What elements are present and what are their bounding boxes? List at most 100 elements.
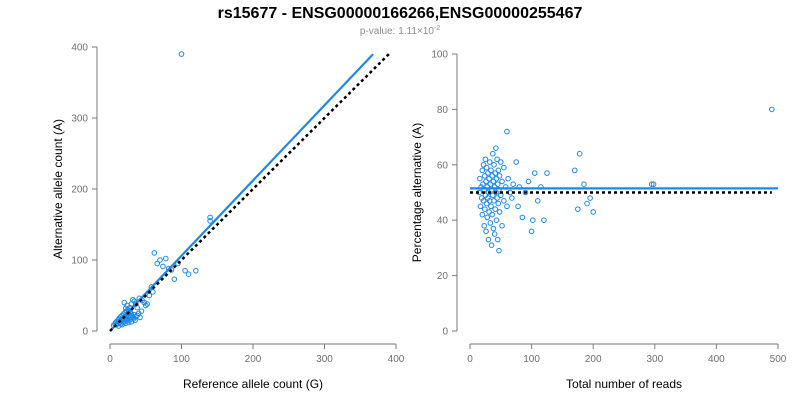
data-point — [481, 206, 488, 212]
chart-subtitle: p-value: 1.11×10-2 — [360, 25, 440, 37]
data-point — [648, 181, 655, 187]
data-point — [160, 263, 166, 270]
data-point — [483, 164, 490, 171]
data-point — [487, 181, 494, 187]
data-point — [142, 302, 149, 309]
data-point — [162, 255, 169, 262]
data-point — [576, 150, 583, 157]
data-point — [479, 167, 486, 174]
data-point — [207, 218, 213, 224]
data-point — [504, 128, 510, 135]
data-point — [494, 181, 501, 187]
x-tick-label: 200 — [585, 354, 602, 365]
data-point — [491, 231, 498, 237]
subtitle-prefix: p-value: 1.11×10 — [360, 26, 434, 37]
data-point — [491, 162, 497, 168]
data-point — [769, 106, 775, 113]
x-axis-label: Total number of reads — [566, 377, 682, 391]
data-point — [496, 173, 503, 179]
subtitle-exponent: -2 — [434, 25, 440, 32]
x-tick-label: 500 — [770, 354, 787, 365]
data-point — [480, 198, 487, 204]
data-point — [513, 159, 520, 165]
data-point — [482, 156, 489, 163]
data-point — [584, 200, 590, 207]
data-point — [121, 299, 128, 306]
fit-line — [109, 53, 374, 332]
data-point — [650, 181, 657, 187]
chart-title: rs15677 - ENSG00000166266,ENSG0000025546… — [218, 5, 583, 22]
data-point — [485, 236, 492, 243]
data-point — [477, 203, 484, 210]
data-point — [544, 170, 550, 176]
data-point — [481, 222, 487, 229]
data-point — [495, 200, 502, 207]
data-point — [493, 175, 500, 182]
data-point — [515, 203, 521, 210]
x-tick-label: 400 — [388, 354, 405, 365]
data-point — [193, 267, 199, 274]
data-point — [157, 257, 163, 263]
data-point — [528, 228, 535, 235]
data-point — [499, 222, 505, 229]
data-point — [496, 247, 502, 254]
data-point — [493, 145, 499, 151]
data-point — [494, 236, 501, 243]
data-point — [182, 267, 188, 274]
data-point — [525, 178, 532, 185]
data-point — [490, 225, 497, 232]
data-point — [491, 198, 497, 204]
y-tick-label: 20 — [437, 271, 449, 282]
x-tick-label: 400 — [708, 354, 725, 365]
data-point — [501, 164, 507, 171]
data-point — [504, 203, 510, 210]
x-tick-label: 100 — [523, 354, 540, 365]
data-point — [185, 271, 192, 278]
data-point — [486, 209, 492, 215]
data-point — [489, 192, 496, 199]
x-tick-label: 300 — [316, 354, 333, 365]
data-point — [479, 211, 486, 218]
data-point — [531, 170, 538, 176]
data-point — [477, 175, 483, 182]
data-point — [144, 301, 150, 307]
x-tick-label: 200 — [245, 354, 262, 365]
data-point — [519, 214, 526, 221]
data-point — [541, 217, 547, 223]
y-tick-label: 300 — [71, 114, 88, 125]
data-point — [154, 260, 160, 267]
x-tick-label: 0 — [467, 354, 473, 365]
data-point — [481, 173, 488, 179]
data-point — [571, 167, 578, 174]
y-tick-label: 80 — [437, 105, 449, 116]
left-plot: 0 100 200 300 400 0 100 200 300 400 Reference alle… — [51, 43, 405, 392]
data-point — [171, 276, 178, 282]
y-tick-label: 0 — [82, 327, 88, 338]
data-point — [530, 217, 536, 223]
data-point — [483, 200, 490, 207]
x-tick-label: 0 — [107, 354, 113, 365]
data-point — [488, 203, 494, 210]
data-point — [489, 211, 495, 218]
y-axis-label: Percentage alternative (A) — [410, 123, 424, 262]
data-point — [150, 289, 156, 295]
data-point — [480, 162, 487, 168]
reference-line — [109, 53, 390, 332]
data-point — [495, 167, 502, 174]
y-tick-label: 0 — [442, 327, 448, 338]
y-tick-label: 40 — [437, 216, 449, 227]
y-axis-label: Alternative allele count (A) — [51, 119, 65, 259]
data-point — [498, 159, 504, 165]
data-point — [487, 220, 494, 226]
data-point — [483, 228, 489, 235]
data-point — [492, 206, 499, 212]
data-point — [131, 298, 138, 304]
data-point — [505, 175, 511, 182]
data-point — [590, 209, 597, 215]
y-tick-label: 100 — [71, 256, 88, 267]
data-point — [486, 175, 492, 182]
data-point — [484, 214, 491, 221]
data-point — [141, 299, 148, 306]
data-point — [137, 314, 143, 321]
